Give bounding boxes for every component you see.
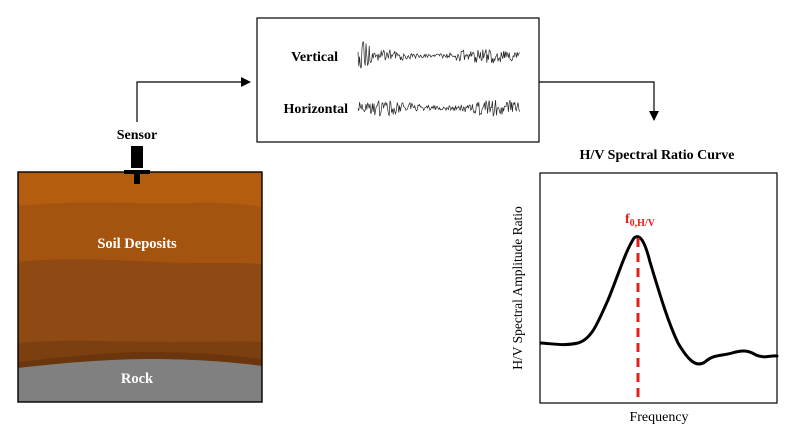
soil-column: Soil Deposits Rock — [17, 171, 263, 403]
vertical-label: Vertical — [291, 50, 338, 65]
sensor-body — [131, 146, 143, 168]
rock-label: Rock — [121, 371, 154, 387]
records-box-border — [256, 17, 540, 143]
peak-frequency-label: f0,H/V — [625, 212, 656, 229]
hv-curve-plot: H/V Spectral Ratio Curve H/V Spectral Am… — [510, 148, 779, 425]
sensor-to-records-arrow — [136, 77, 251, 122]
sensor: Sensor — [117, 128, 157, 184]
sensor-spike — [134, 174, 140, 184]
rock-layer — [18, 359, 262, 402]
vertical-waveform — [357, 41, 520, 69]
horizontal-label: Horizontal — [283, 102, 348, 117]
sensor-base — [124, 170, 150, 174]
curve-title: H/V Spectral Ratio Curve — [580, 148, 735, 163]
peak-label-main: f — [625, 212, 630, 227]
curve-ylabel: H/V Spectral Amplitude Ratio — [510, 206, 525, 370]
sensor-label: Sensor — [117, 128, 157, 143]
curve-xlabel: Frequency — [629, 410, 688, 425]
horizontal-waveform — [357, 99, 520, 117]
soil-deposits-label: Soil Deposits — [97, 236, 177, 252]
peak-label-subscript: 0,H/V — [630, 218, 656, 229]
records-box: Vertical Horizontal — [256, 17, 540, 143]
hv-curve-line — [539, 235, 779, 366]
records-to-curve-arrow — [539, 81, 659, 121]
